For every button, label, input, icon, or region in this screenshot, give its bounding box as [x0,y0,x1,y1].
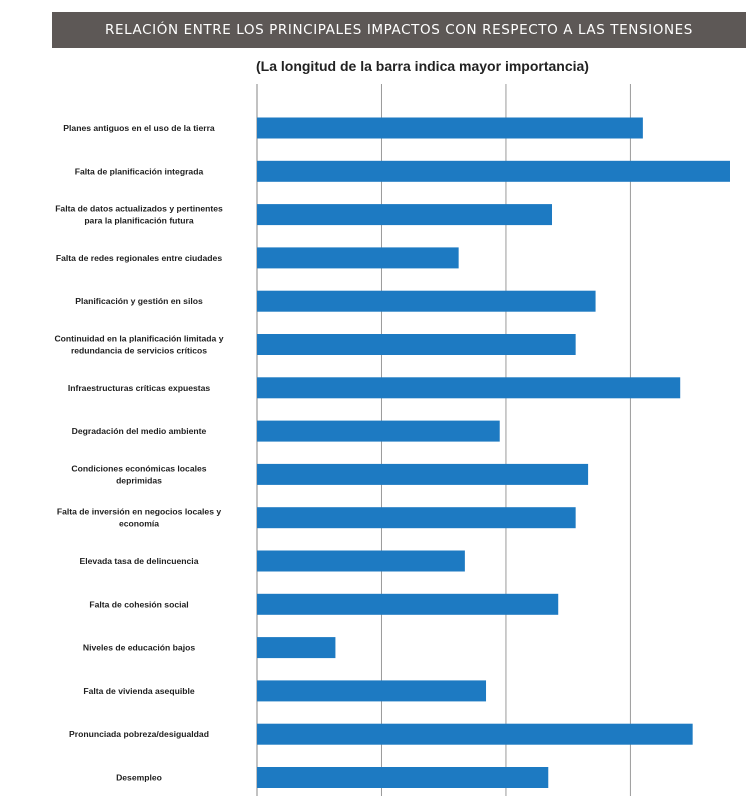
category-labels: Planes antiguos en el uso de la tierra Fa… [54,123,223,783]
category-label-line: Continuidad en la planificación limitada… [54,334,223,344]
category-label: Condiciones económicas locales deprimidas [71,463,206,485]
chart-title: RELACIÓN ENTRE LOS PRINCIPALES IMPACTOS … [105,22,693,38]
category-label-line: Infraestructuras críticas expuestas [68,383,211,393]
category-label: Falta de inversión en negocios locales y… [57,507,222,529]
category-label-line: para la planificación futura [84,216,194,226]
bar [257,117,643,139]
bar [257,160,730,182]
category-label-line: Desempleo [116,773,162,783]
category-label-line: Falta de vivienda asequible [83,686,195,696]
category-label: Continuidad en la planificación limitada… [54,334,223,356]
category-label-line: Falta de inversión en negocios locales y [57,507,222,517]
category-label: Elevada tasa de delincuencia [80,556,199,566]
bars [257,117,730,788]
category-label-line: Degradación del medio ambiente [72,426,207,436]
category-label-line: Falta de redes regionales entre ciudades [56,253,222,263]
bar [257,290,596,312]
category-label-line: Planificación y gestión en silos [75,296,203,306]
category-label-line: Condiciones económicas locales [71,463,206,473]
category-label: Infraestructuras críticas expuestas [68,383,211,393]
bar [257,463,589,485]
category-label-line: redundancia de servicios críticos [71,346,207,356]
category-label-line: Falta de cohesión social [89,599,188,609]
category-label: Degradación del medio ambiente [72,426,207,436]
category-label-line: Planes antiguos en el uso de la tierra [63,123,215,133]
category-label: Pronunciada pobreza/desigualdad [69,729,209,739]
bar [257,420,500,442]
bar [257,204,553,226]
chart-title-banner: RELACIÓN ENTRE LOS PRINCIPALES IMPACTOS … [52,12,746,48]
category-label: Planificación y gestión en silos [75,296,203,306]
category-label: Niveles de educación bajos [83,643,195,653]
category-label-line: economía [119,519,159,529]
bar [257,767,549,788]
category-label-line: deprimidas [116,475,162,485]
category-label: Falta de cohesión social [89,599,188,609]
bar [257,637,336,659]
category-label: Falta de vivienda asequible [83,686,195,696]
bar [257,593,559,615]
category-label-line: Falta de datos actualizados y pertinente… [55,204,223,214]
bar [257,507,576,529]
category-label: Falta de planificación integrada [75,166,204,176]
category-label: Planes antiguos en el uso de la tierra [63,123,215,133]
bar [257,334,576,355]
bar [257,680,487,702]
chart-subtitle: (La longitud de la barra indica mayor im… [256,58,589,74]
bar [257,550,465,572]
category-label: Falta de redes regionales entre ciudades [56,253,222,263]
category-label: Falta de datos actualizados y pertinente… [55,204,223,226]
bar [257,723,693,745]
category-label-line: Falta de planificación integrada [75,166,204,176]
category-label: Desempleo [116,773,162,783]
bar [257,247,459,269]
category-label-line: Pronunciada pobreza/desigualdad [69,729,209,739]
category-label-line: Elevada tasa de delincuencia [80,556,199,566]
category-label-line: Niveles de educación bajos [83,643,195,653]
bar [257,377,681,399]
